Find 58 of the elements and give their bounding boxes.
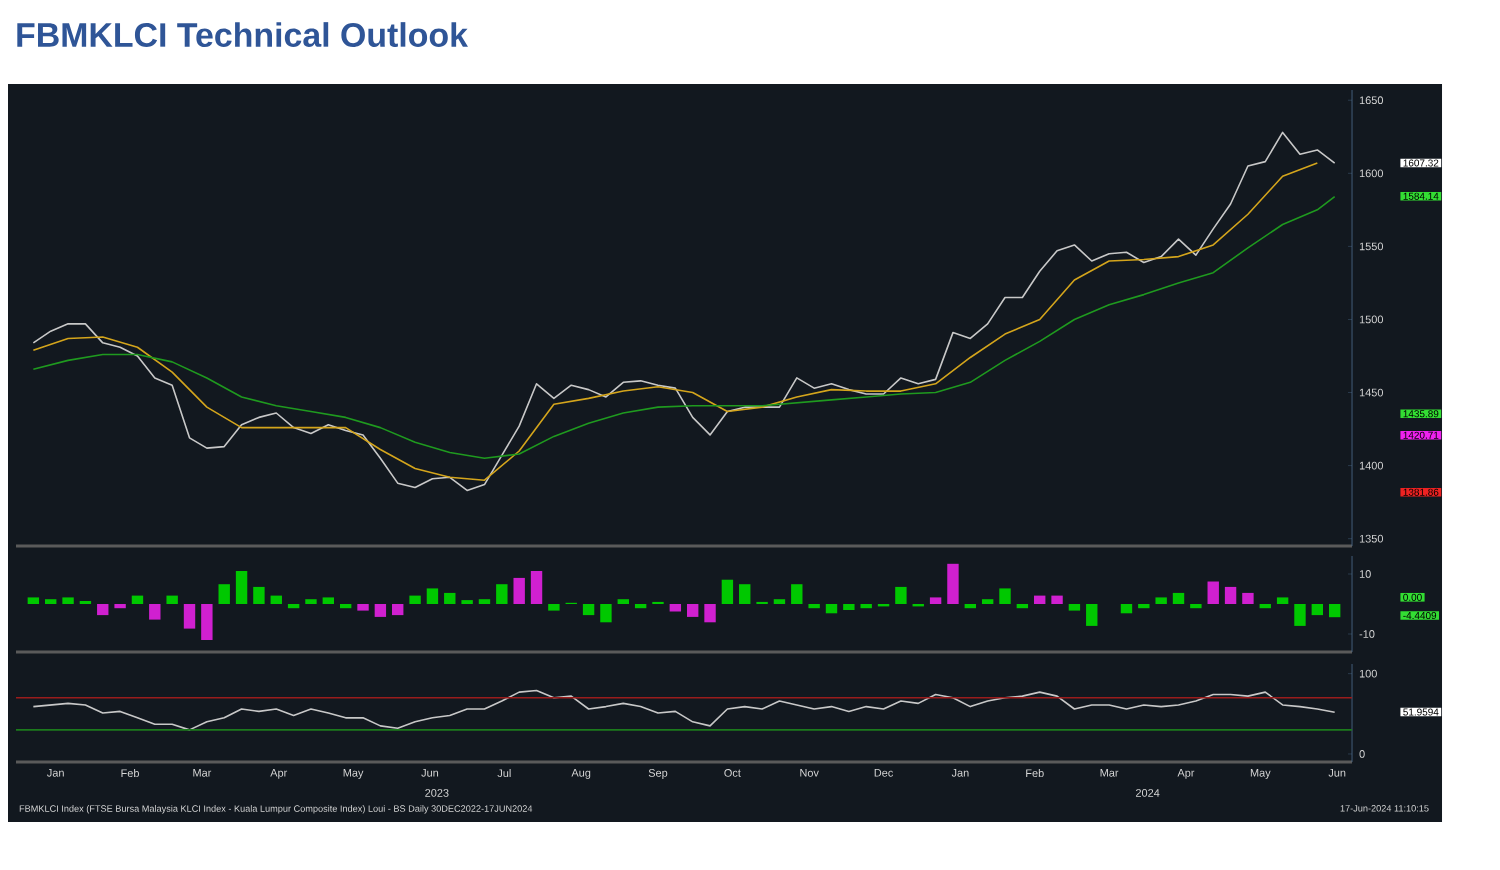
bar	[322, 597, 335, 605]
bar	[1172, 592, 1185, 605]
bar	[374, 604, 387, 617]
bar	[1120, 604, 1133, 614]
bar	[1068, 604, 1081, 611]
bar	[45, 599, 57, 605]
bar	[305, 599, 317, 605]
bar	[686, 604, 699, 617]
bar	[1034, 595, 1046, 605]
chart-title: FBMKLCI Technical Outlook	[17, 22, 468, 48]
bar	[739, 584, 751, 605]
bar	[548, 604, 560, 611]
bar	[478, 599, 491, 605]
bar	[166, 595, 178, 605]
bar	[426, 588, 439, 605]
bar	[357, 604, 369, 611]
bar	[947, 563, 959, 605]
bar	[392, 604, 404, 616]
bar	[1242, 592, 1254, 605]
bar	[1207, 581, 1219, 605]
bar	[201, 604, 213, 641]
bar	[669, 604, 682, 612]
bar	[253, 586, 265, 605]
bar	[1311, 604, 1324, 616]
bar	[895, 586, 907, 605]
bar	[1276, 597, 1289, 605]
bar	[149, 604, 161, 620]
bar	[409, 595, 421, 605]
bar	[1051, 595, 1063, 605]
bar	[1086, 604, 1098, 626]
bar	[496, 584, 508, 605]
bar	[843, 604, 855, 611]
bar	[218, 584, 230, 605]
bar	[62, 597, 74, 605]
bar	[981, 599, 994, 605]
bar	[1328, 604, 1341, 618]
bar	[600, 604, 612, 623]
bar	[999, 588, 1011, 605]
bar	[929, 597, 942, 605]
bar	[791, 584, 803, 605]
bar	[1294, 604, 1306, 626]
bar	[131, 595, 144, 605]
bar	[721, 579, 734, 605]
bar	[1155, 597, 1167, 605]
bar	[773, 599, 786, 605]
bar	[704, 604, 716, 623]
bar	[513, 577, 525, 605]
bar	[97, 604, 109, 616]
bar	[235, 571, 248, 605]
bar	[27, 597, 40, 605]
bar	[825, 604, 838, 614]
bar	[582, 604, 595, 616]
bar	[270, 595, 282, 605]
bar	[530, 571, 543, 605]
bar	[617, 599, 629, 605]
bar	[444, 592, 456, 605]
bar	[1224, 586, 1237, 605]
bar	[183, 604, 196, 629]
